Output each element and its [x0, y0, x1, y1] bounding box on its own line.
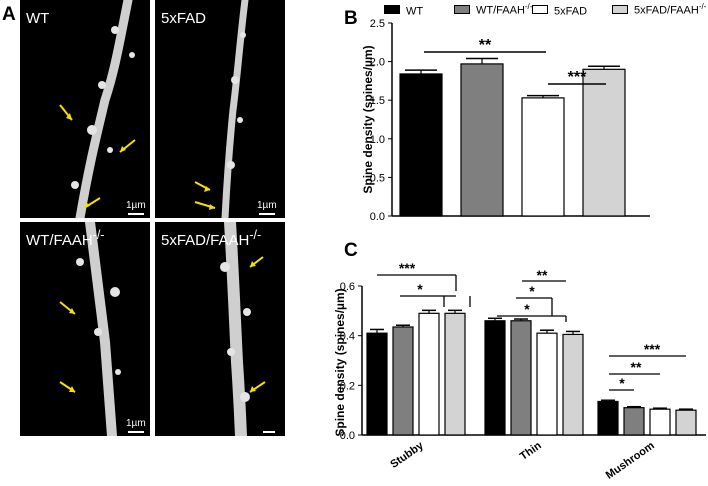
micrograph-label: 5xFAD/FAAH-/-: [161, 228, 262, 249]
legend-swatch-5xfad: [532, 5, 548, 14]
bar: [392, 326, 414, 436]
bar: [460, 63, 504, 217]
y-tick-label: 0.6: [340, 281, 355, 293]
significance-label: **: [479, 37, 492, 54]
significance-label: ***: [399, 260, 416, 276]
y-tick-label: 0.4: [340, 331, 355, 343]
bar: [444, 312, 466, 436]
micrograph-wt-faah: WT/FAAH-/- 1µm: [20, 222, 150, 436]
y-tick-label: 0.5: [370, 172, 385, 184]
y-tick-label: 0.2: [340, 380, 355, 392]
x-tick-label: Stubby: [388, 439, 426, 471]
legend-swatch-5xfad-faah: [612, 5, 628, 14]
dendrite-image: [220, 222, 266, 436]
scale-bar: [128, 213, 144, 215]
legend: WT WT/FAAH-/- 5xFAD 5xFAD/FAAH-/-: [384, 2, 708, 18]
bar: [582, 68, 626, 217]
significance-label: *: [524, 301, 530, 317]
y-tick-label: 1.0: [370, 134, 385, 146]
legend-label-5xfad-faah: 5xFAD/FAAH-/-: [634, 2, 707, 17]
micrograph-label: WT/FAAH-/-: [26, 228, 105, 249]
panel-c-letter: C: [344, 240, 358, 261]
y-axis-label: Spine density (spines/µm): [361, 45, 375, 193]
bar: [418, 312, 440, 436]
scale-label: 1µm: [257, 200, 277, 211]
bar: [623, 407, 645, 436]
legend-label-wt-faah: WT/FAAH-/-: [476, 2, 533, 17]
y-tick-label: 0.0: [370, 211, 385, 223]
micrograph-label: 5xFAD: [161, 10, 207, 27]
y-tick-label: 1.5: [370, 95, 385, 107]
dendrite-image: [59, 0, 136, 218]
y-tick-label: 2.5: [370, 18, 385, 30]
legend-swatch-wt-faah: [454, 5, 470, 14]
y-tick-label: 0.0: [340, 430, 355, 442]
significance-label: **: [537, 267, 548, 283]
micrograph-5xfad: 5xFAD 1µm: [155, 0, 285, 218]
dendrite-image: [59, 222, 121, 436]
scale-bar: [263, 431, 275, 433]
bar: [484, 320, 506, 436]
legend-label-5xfad: 5xFAD: [554, 5, 588, 18]
scale-bar: [128, 431, 144, 433]
bar: [649, 408, 671, 436]
micrograph-wt: WT 1µm: [20, 0, 150, 218]
significance-label: ***: [644, 341, 661, 357]
bar: [510, 320, 532, 436]
bar: [521, 97, 565, 217]
significance-label: *: [619, 375, 625, 391]
bar: [536, 332, 558, 436]
micrograph-5xfad-faah: 5xFAD/FAAH-/-: [155, 222, 285, 436]
bar: [675, 409, 697, 436]
significance-label: **: [631, 359, 642, 375]
legend-swatch-wt: [384, 5, 400, 14]
significance-label: *: [417, 281, 423, 297]
significance-label: *: [529, 283, 535, 299]
scale-label: 1µm: [126, 418, 146, 429]
bar: [399, 73, 443, 217]
scale-label: 1µm: [126, 200, 146, 211]
panel-a-letter: A: [2, 4, 16, 25]
legend-label-wt: WT: [406, 5, 424, 18]
dendrite-image: [194, 0, 249, 218]
x-tick-label: Thin: [518, 439, 544, 462]
bar: [562, 333, 584, 436]
bar: [366, 332, 388, 436]
bar: [597, 400, 619, 436]
significance-label: ***: [568, 69, 587, 86]
micrograph-label: WT: [26, 10, 50, 27]
x-tick-label: Mushroom: [604, 440, 657, 482]
scale-bar: [259, 213, 275, 215]
panel-b-letter: B: [344, 8, 358, 29]
y-axis-label: Spine density (spines/µm): [333, 288, 347, 436]
y-tick-label: 2.0: [370, 57, 385, 69]
